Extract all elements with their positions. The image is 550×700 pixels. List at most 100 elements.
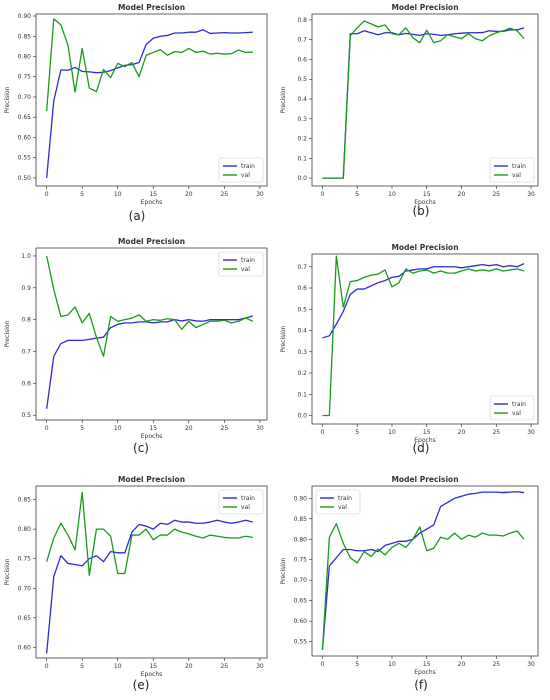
x-tick-label: 5 [80,425,84,432]
x-tick-label: 5 [355,191,359,198]
x-tick-label: 0 [45,663,49,670]
x-tick-label: 0 [321,661,325,668]
x-tick-label: 20 [185,663,193,670]
x-tick-label: 25 [492,429,500,436]
legend-label-val: val [241,266,250,273]
legend-label-train: train [338,495,352,502]
chart-panel: Model Precision 0 5 10 15 20 25 30 0.5 0.6 0.7 0.8 0… [4,237,268,455]
y-tick-label: 0.9 [21,285,31,292]
series-line-train [322,262,525,339]
y-tick-label: 0.6 [297,56,307,63]
y-tick-label: 0.0 [297,175,307,182]
x-tick-label: 5 [80,663,84,670]
series-line-train [46,519,253,654]
series-line-train [322,27,525,179]
y-tick-label: 0.85 [294,516,308,523]
x-axis-label: Epochs [141,433,163,440]
x-tick-label: 10 [114,663,122,670]
legend-label-train: train [241,495,255,502]
chart-title: Model Precision [118,3,185,12]
x-axis-label: Epochs [141,671,163,678]
legend-label-train: train [241,163,255,170]
y-tick-label: 0.75 [18,556,32,563]
y-tick-label: 0.60 [294,618,308,625]
x-tick-label: 10 [114,191,122,198]
y-tick-label: 0.2 [297,136,307,143]
x-tick-label: 15 [423,429,431,436]
legend-box [489,395,535,421]
x-tick-label: 25 [221,191,229,198]
x-tick-label: 0 [45,425,49,432]
y-axis-label: Precision [4,558,11,585]
y-axis-label: Precision [280,557,287,584]
panel-label: (c) [133,441,149,455]
y-tick-label: 0.60 [18,134,32,141]
legend-box [218,157,264,183]
plot-frame [311,13,539,187]
y-tick-label: 0.75 [294,557,308,564]
y-tick-label: 0.65 [294,598,308,605]
y-tick-label: 0.80 [18,526,32,533]
y-tick-label: 0.7 [297,37,307,44]
y-tick-label: 0.7 [297,264,307,271]
y-axis-label: Precision [4,86,11,113]
y-tick-label: 0.65 [18,615,32,622]
legend-label-train: train [512,163,526,170]
legend-label-val: val [512,410,521,417]
x-tick-label: 15 [149,663,157,670]
legend-label-val: val [512,172,521,179]
y-tick-label: 0.50 [18,175,32,182]
y-tick-label: 0.70 [294,577,308,584]
x-tick-label: 10 [388,429,396,436]
legend: train val [489,395,535,421]
y-axis-label: Precision [280,325,287,352]
y-tick-label: 0.5 [297,306,307,313]
x-tick-label: 10 [114,425,122,432]
legend-label-val: val [241,172,250,179]
plot-frame [35,247,268,421]
chart-panel: Model Precision 0 5 10 15 20 25 30 0.50 0.55 0.60 0… [4,3,268,223]
y-tick-label: 0.4 [297,328,307,335]
legend: train val [218,157,264,183]
y-tick-label: 0.3 [297,349,307,356]
x-tick-label: 0 [321,429,325,436]
x-axis-label: Epochs [141,199,163,206]
legend-label-val: val [241,504,250,511]
series-line-val [322,20,525,179]
y-tick-label: 0.70 [18,94,32,101]
y-tick-label: 0.75 [18,74,32,81]
x-tick-label: 0 [321,191,325,198]
y-tick-label: 0.85 [18,497,32,504]
series-line-train [46,315,253,409]
plot-frame [311,253,539,425]
legend: train val [218,489,264,515]
chart-panel: Model Precision 0 5 10 15 20 25 30 0.0 0.1 0.2 0.3 0… [280,3,539,218]
y-tick-label: 0.0 [297,413,307,420]
x-tick-label: 30 [256,191,264,198]
y-tick-label: 0.8 [297,17,307,24]
x-tick-label: 30 [256,425,264,432]
x-tick-label: 20 [185,425,193,432]
x-tick-label: 10 [388,661,396,668]
panel-label: (b) [413,204,430,218]
x-tick-label: 15 [423,191,431,198]
y-tick-label: 0.5 [21,412,31,419]
y-tick-label: 1.0 [21,253,31,260]
x-tick-label: 0 [45,191,49,198]
x-tick-label: 15 [149,425,157,432]
x-axis-label: Epochs [414,437,436,444]
x-tick-label: 30 [527,429,535,436]
x-tick-label: 30 [256,663,264,670]
plot-frame [35,13,268,187]
y-tick-label: 0.5 [297,76,307,83]
legend-box [218,489,264,515]
y-tick-label: 0.55 [294,639,308,646]
y-tick-label: 0.3 [297,116,307,123]
y-tick-label: 0.1 [297,155,307,162]
y-tick-label: 0.2 [297,370,307,377]
x-tick-label: 20 [458,429,466,436]
y-tick-label: 0.90 [294,495,308,502]
x-tick-label: 20 [458,661,466,668]
chart-title: Model Precision [391,3,458,12]
y-tick-label: 0.6 [21,380,31,387]
